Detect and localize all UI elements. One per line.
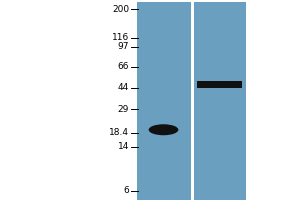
- Text: 200: 200: [112, 5, 129, 14]
- Bar: [197, 81, 242, 88]
- Bar: [136, 2, 190, 200]
- Text: 44: 44: [118, 83, 129, 92]
- Text: 29: 29: [118, 105, 129, 114]
- Text: 6: 6: [123, 186, 129, 195]
- Text: 66: 66: [118, 62, 129, 71]
- Text: 116: 116: [112, 33, 129, 42]
- Text: 18.4: 18.4: [109, 128, 129, 137]
- Ellipse shape: [149, 124, 178, 135]
- Bar: [194, 2, 246, 200]
- Text: 14: 14: [118, 142, 129, 151]
- Text: 97: 97: [118, 42, 129, 51]
